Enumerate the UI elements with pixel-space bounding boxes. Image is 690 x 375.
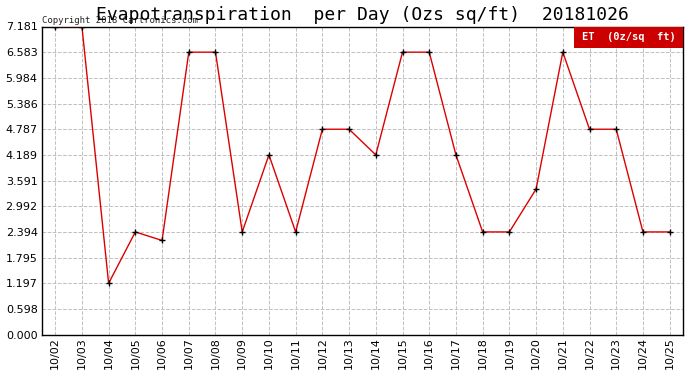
Title: Evapotranspiration  per Day (Ozs sq/ft)  20181026: Evapotranspiration per Day (Ozs sq/ft) 2… bbox=[96, 6, 629, 24]
Text: Copyright 2018 Cartronics.com: Copyright 2018 Cartronics.com bbox=[42, 16, 198, 25]
